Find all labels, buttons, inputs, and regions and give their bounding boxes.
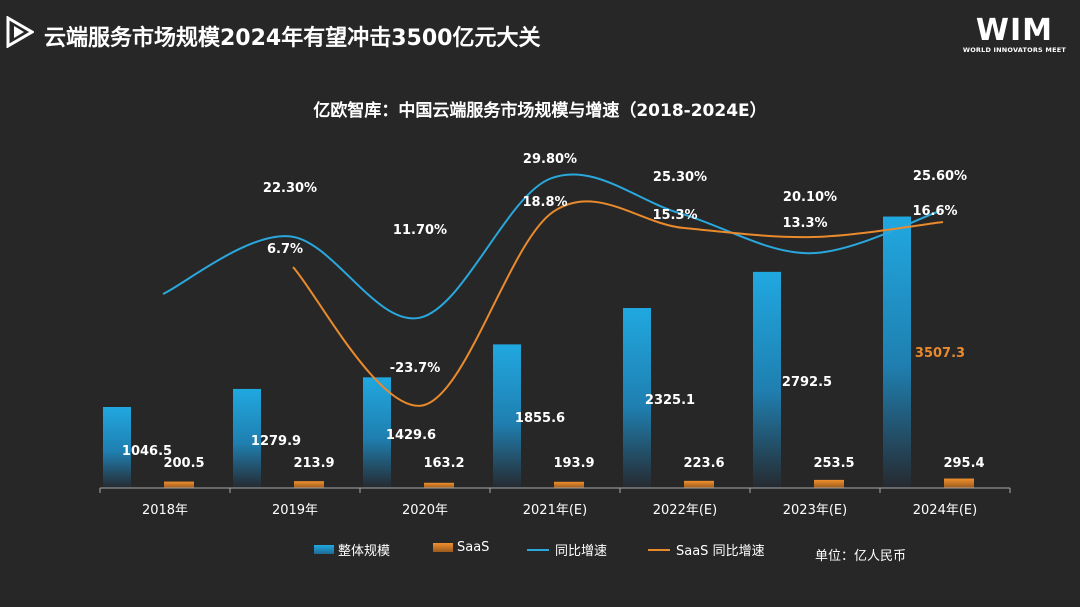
bar-total-1: [233, 388, 261, 488]
saas-growth-label-3: 18.8%: [522, 195, 567, 210]
bar-saas-3: [554, 481, 584, 488]
saas-growth-label-2: -23.7%: [390, 361, 441, 376]
bar-total-6: [883, 216, 911, 488]
x-tick-label-5: 2023年(E): [783, 503, 847, 518]
labels-layer: 22.30% 6.7% 11.70% -23.7% 29.80% 18.8% 25.30% 1…: [122, 152, 985, 471]
saas-value-label-4: 223.6: [683, 456, 724, 471]
legend-swatch-total: [314, 545, 334, 554]
x-axis: 2018年 2019年 2020年 2021年(E) 2022年(E) 2023年(E) 2…: [99, 487, 1011, 518]
legend-label-growth: 同比增速: [555, 544, 608, 559]
legend-item-saas: SaaS: [433, 540, 489, 555]
legend-item-growth: 同比增速: [527, 540, 607, 559]
bar-total-3: [493, 344, 521, 488]
saas-value-label-3: 193.9: [553, 456, 594, 471]
saas-growth-label-4: 15.3%: [652, 208, 697, 223]
growth-label-6: 25.60%: [913, 169, 967, 184]
bar-total-4: [623, 308, 651, 488]
bar-saas-2: [424, 482, 454, 488]
bar-saas-6: [944, 478, 974, 488]
slide-header: 云端服务市场规模2024年有望冲击3500亿元大关 WIM WORLD INNO…: [0, 0, 1080, 72]
legend-label-saas: SaaS: [457, 540, 490, 555]
saas-value-label-2: 163.2: [423, 456, 464, 471]
legend-label-saas-growth: SaaS 同比增速: [676, 544, 765, 559]
growth-label-4: 25.30%: [653, 170, 707, 185]
wim-logo: WIM WORLD INNOVATORS MEET: [962, 13, 1066, 55]
saas-growth-label-6: 16.6%: [912, 204, 957, 219]
bar-total-0: [103, 407, 131, 488]
bar-saas-1: [294, 481, 324, 488]
total-value-label-1: 1279.9: [251, 434, 301, 449]
legend-swatch-saas-growth: [648, 548, 670, 551]
total-value-label-3: 1855.6: [515, 411, 565, 426]
saas-value-label-0: 200.5: [163, 456, 204, 471]
growth-label-5: 20.10%: [783, 190, 837, 205]
chart-legend: 整体规模 SaaS 同比增速 SaaS 同比增速: [0, 540, 1080, 562]
legend-label-total: 整体规模: [338, 544, 391, 559]
bar-saas-5: [814, 479, 844, 488]
bar-total-5: [753, 271, 781, 488]
total-value-label-5: 2792.5: [782, 375, 832, 390]
saas-value-label-6: 295.4: [943, 456, 984, 471]
bar-total-2: [363, 377, 391, 488]
growth-label-2: 11.70%: [393, 223, 447, 238]
saas-value-label-1: 213.9: [293, 456, 334, 471]
x-tick-label-3: 2021年(E): [523, 503, 587, 518]
bar-saas-0: [164, 481, 194, 488]
lines-layer: [162, 173, 944, 407]
wim-logo-subtitle: WORLD INNOVATORS MEET: [962, 46, 1066, 54]
total-value-label-0: 1046.5: [122, 444, 172, 459]
chart-title: 亿欧智库：中国云端服务市场规模与增速（2018-2024E）: [313, 101, 767, 121]
x-tick-label-1: 2019年: [272, 503, 318, 518]
line-saas-growth: [292, 200, 944, 407]
saas-growth-label-5: 13.3%: [782, 216, 827, 231]
wim-logo-text: WIM: [975, 13, 1053, 48]
total-value-label-2: 1429.6: [386, 428, 436, 443]
total-value-label-6: 3507.3: [915, 346, 965, 361]
saas-value-label-5: 253.5: [813, 456, 854, 471]
x-tick-label-4: 2022年(E): [653, 503, 717, 518]
chart-canvas: 2018年 2019年 2020年 2021年(E) 2022年(E) 2023年(E) 2…: [99, 152, 1011, 518]
page-title: 云端服务市场规模2024年有望冲击3500亿元大关: [44, 26, 541, 51]
bar-saas-4: [684, 480, 714, 488]
legend-swatch-saas: [433, 543, 453, 552]
bars-layer: [103, 216, 974, 488]
saas-growth-label-1: 6.7%: [267, 242, 303, 257]
line-growth: [162, 173, 941, 320]
x-tick-label-2: 2020年: [402, 503, 448, 518]
legend-item-saas-growth: SaaS 同比增速: [648, 540, 765, 559]
x-tick-label-6: 2024年(E): [913, 503, 977, 518]
growth-label-3: 29.80%: [523, 152, 577, 167]
legend-item-total: 整体规模: [314, 540, 390, 559]
total-value-label-4: 2325.1: [645, 393, 695, 408]
growth-label-1: 22.30%: [263, 181, 317, 196]
legend-swatch-growth: [527, 548, 549, 551]
brand-mark-icon: [6, 16, 34, 48]
x-tick-label-0: 2018年: [142, 503, 188, 518]
unit-label: 单位：亿人民币: [815, 549, 907, 564]
